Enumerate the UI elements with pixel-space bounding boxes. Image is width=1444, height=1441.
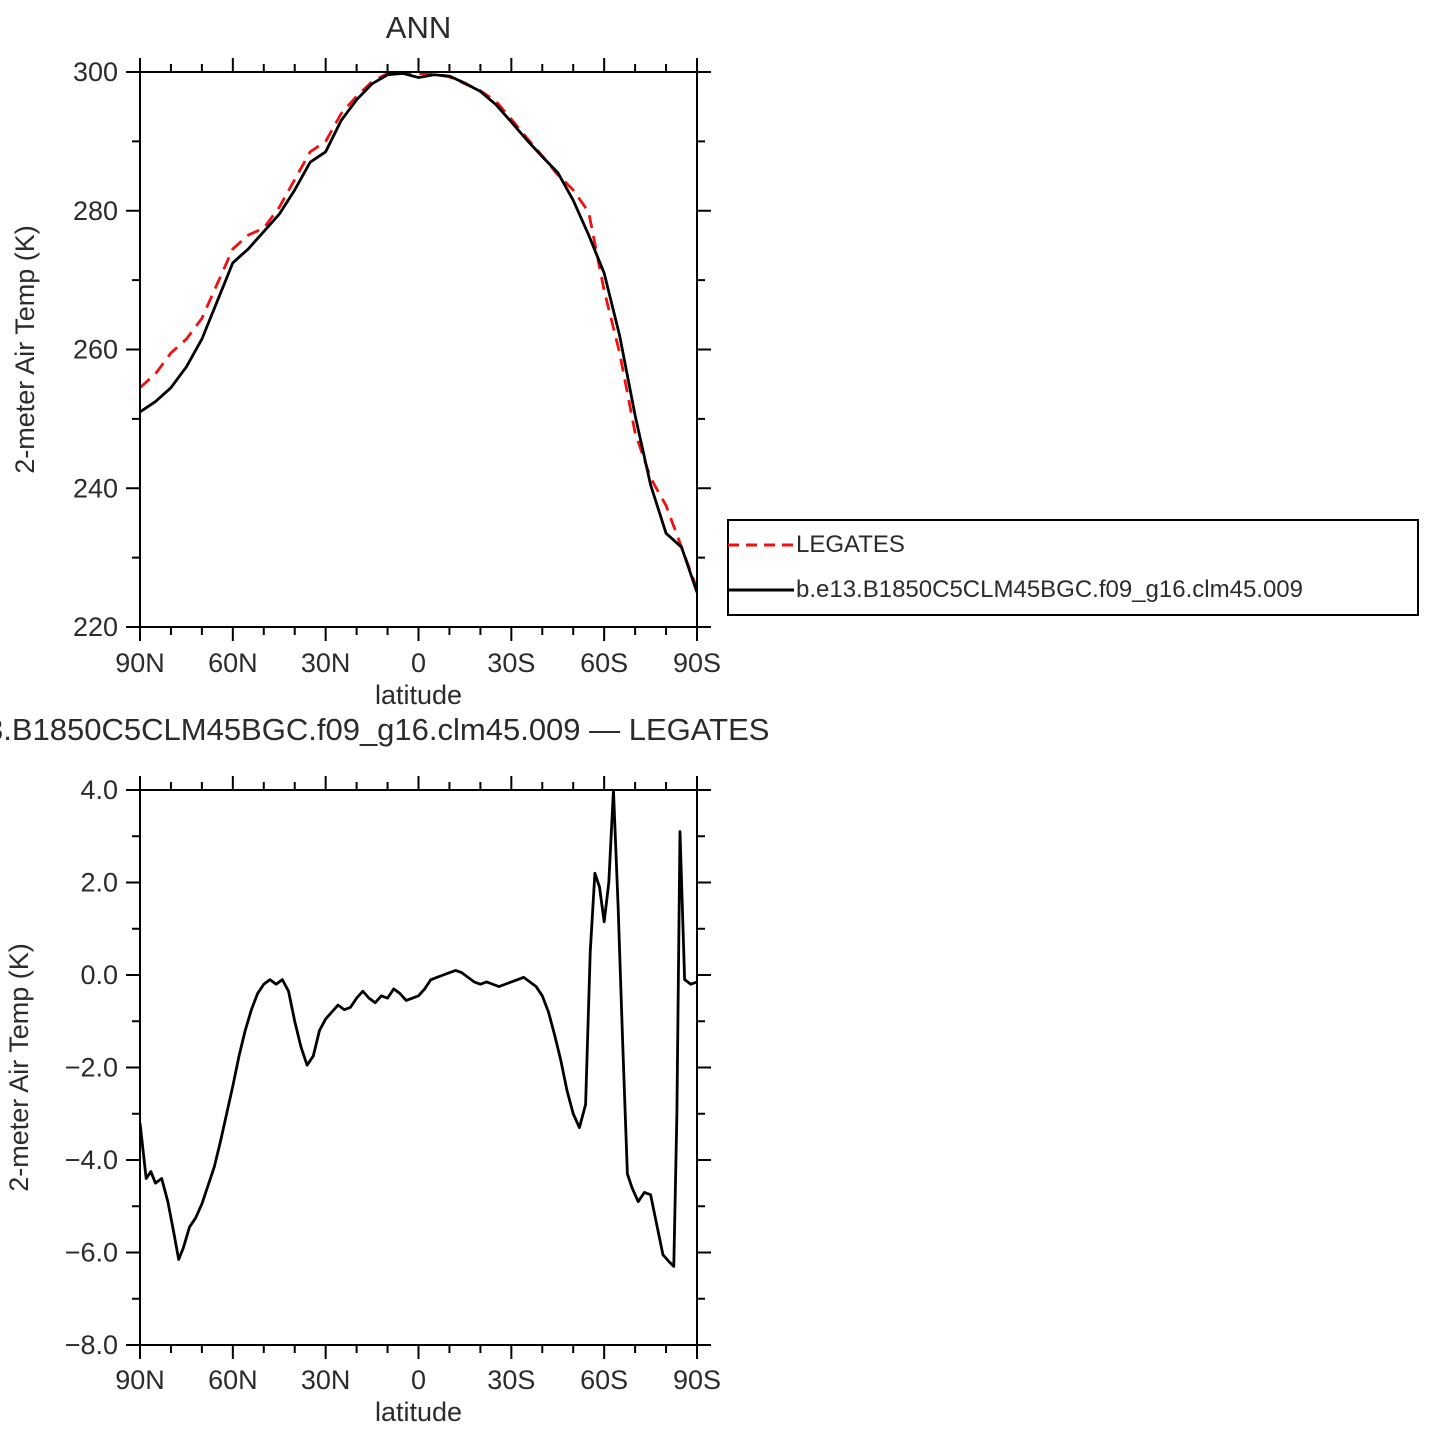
x-tick-label: 90N: [115, 1365, 165, 1395]
top-chart-series: [140, 72, 697, 593]
x-tick-label: 30S: [487, 1365, 535, 1395]
y-tick-label: 2.0: [80, 868, 118, 898]
y-tick-label: 300: [73, 57, 118, 87]
x-axis-label: latitude: [375, 680, 462, 710]
legend: LEGATES b.e13.B1850C5CLM45BGC.f09_g16.cl…: [727, 519, 1419, 616]
legend-entry-model: b.e13.B1850C5CLM45BGC.f09_g16.clm45.009: [728, 568, 1417, 612]
x-tick-label: 60N: [208, 1365, 258, 1395]
bottom-chart: 90N 60N 30N 0 30S 60S 90S −8.0 −6.0 −4.0 −2.0 0.0 2.…: [4, 775, 721, 1427]
y-tick-label: 260: [73, 335, 118, 365]
axis-box: [139, 789, 698, 1346]
x-tick-label: 0: [411, 1365, 426, 1395]
y-tick-label: 240: [73, 473, 118, 503]
x-tick-label: 90S: [673, 1365, 721, 1395]
top-chart-tick-labels: 90N 60N 30N 0 30S 60S 90S 220 240 260 280 300: [73, 57, 721, 678]
bottom-chart-series: [140, 790, 697, 1268]
bottom-chart-tick-labels: 90N 60N 30N 0 30S 60S 90S −8.0 −6.0 −4.0 −2.0 0.0 2.…: [65, 775, 721, 1395]
y-tick-label: −2.0: [65, 1053, 118, 1083]
y-tick-label: −4.0: [65, 1145, 118, 1175]
legend-solid-line-icon: [728, 588, 794, 592]
y-tick-label: 4.0: [80, 775, 118, 805]
y-tick-label: 0.0: [80, 960, 118, 990]
legend-label-model: b.e13.B1850C5CLM45BGC.f09_g16.clm45.009: [796, 576, 1303, 604]
x-tick-label: 90S: [673, 648, 721, 678]
bottom-chart-ticks: [126, 776, 711, 1359]
y-tick-label: −6.0: [65, 1238, 118, 1268]
series-line: [140, 790, 697, 1268]
y-tick-label: 280: [73, 196, 118, 226]
x-tick-label: 30S: [487, 648, 535, 678]
y-tick-label: −8.0: [65, 1330, 118, 1360]
x-tick-label: 60S: [580, 648, 628, 678]
bottom-chart-title: 3.B1850C5CLM45BGC.f09_g16.clm45.009 — LE…: [0, 712, 770, 747]
y-axis-label: 2-meter Air Temp (K): [4, 943, 34, 1192]
legend-label-legates: LEGATES: [796, 530, 905, 558]
y-axis-label: 2-meter Air Temp (K): [10, 225, 40, 474]
legend-dashed-line-icon: [728, 543, 794, 547]
top-chart-ticks: [126, 58, 711, 641]
series-line: [140, 72, 697, 590]
x-tick-label: 30N: [301, 648, 351, 678]
x-tick-label: 0: [411, 648, 426, 678]
x-tick-label: 60N: [208, 648, 258, 678]
series-line: [140, 72, 697, 593]
x-tick-label: 60S: [580, 1365, 628, 1395]
top-chart-title: ANN: [385, 10, 452, 45]
x-axis-label: latitude: [375, 1397, 462, 1427]
axis-box: [139, 71, 698, 628]
x-tick-label: 30N: [301, 1365, 351, 1395]
x-tick-label: 90N: [115, 648, 165, 678]
top-chart: 90N 60N 30N 0 30S 60S 90S 220 240 260 280 300 latitu…: [10, 57, 721, 710]
legend-entry-legates: LEGATES: [728, 523, 1417, 567]
y-tick-label: 220: [73, 612, 118, 642]
